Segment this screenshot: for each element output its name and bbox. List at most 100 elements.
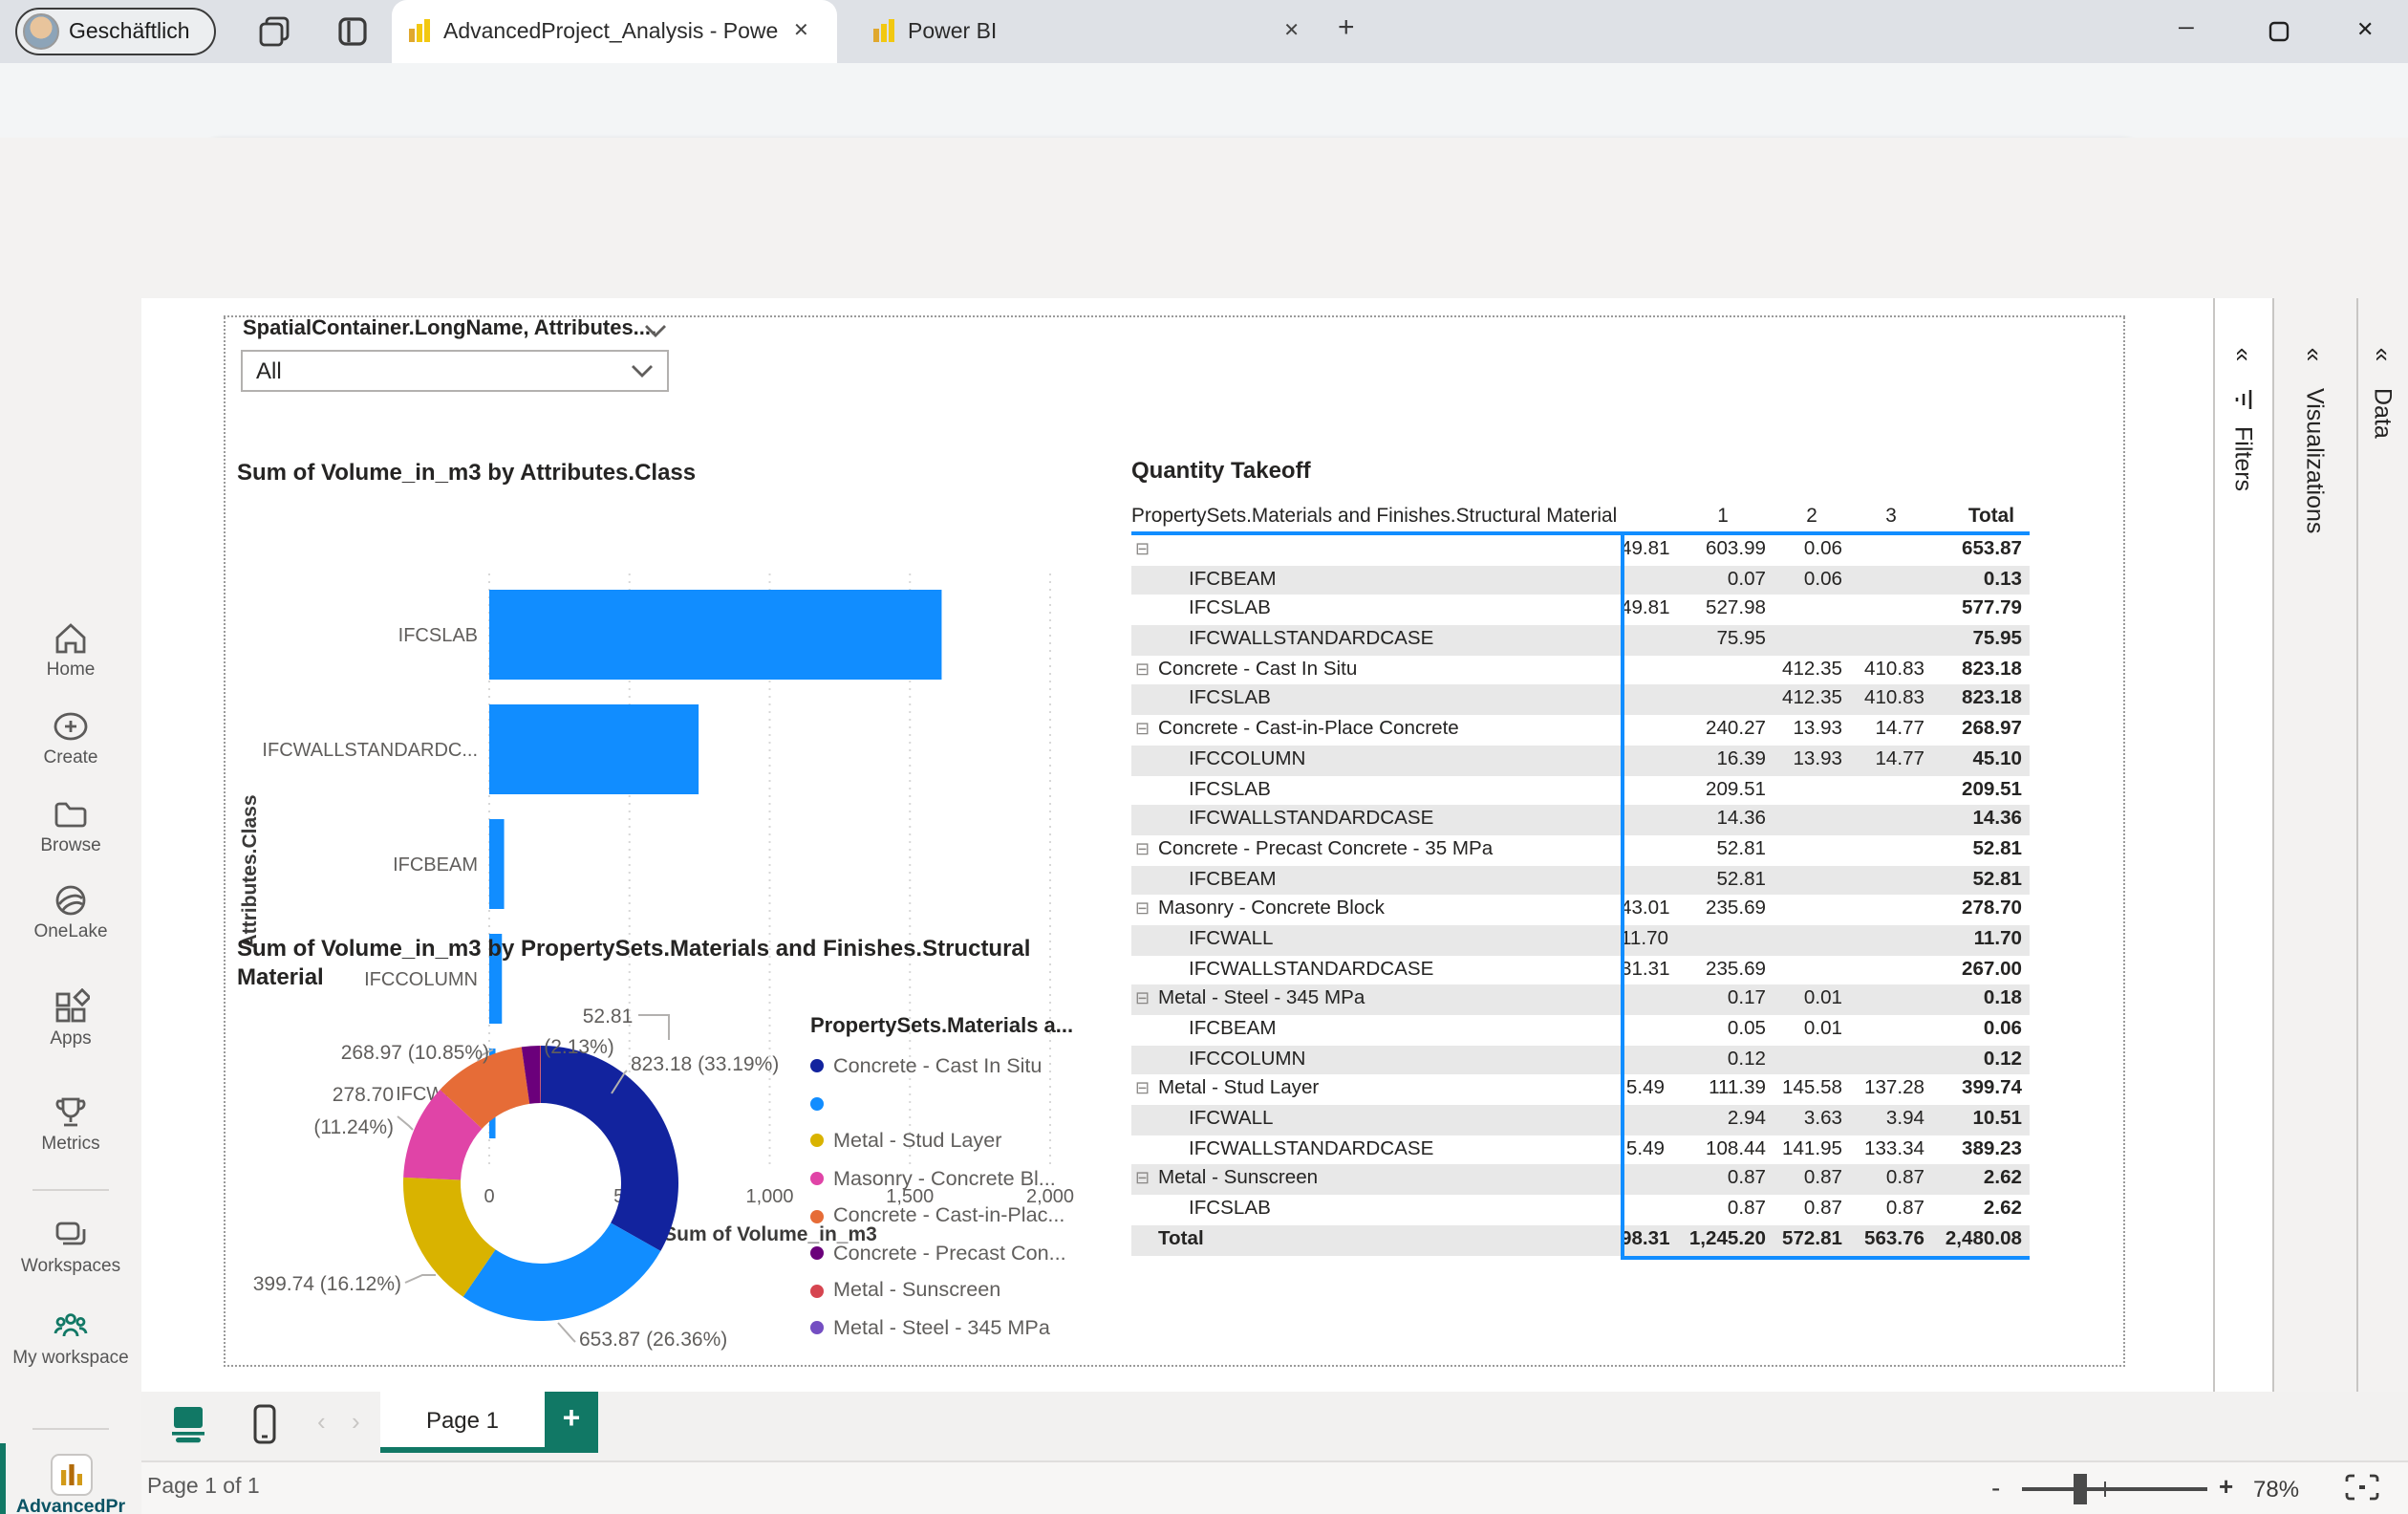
legend-label: Masonry - Concrete Bl... xyxy=(833,1167,1056,1191)
expand-pane-icon[interactable]: « xyxy=(2228,347,2258,362)
zoom-in-button[interactable]: + xyxy=(2219,1471,2234,1500)
mobile-layout-icon[interactable] xyxy=(252,1403,277,1445)
sidebar-item-apps[interactable]: Apps xyxy=(0,988,141,1050)
table-row[interactable]: IFCWALLSTANDARDCASE 5.49 108.44 141.95 133.3… xyxy=(1131,1136,2030,1165)
sidebar-item-workspaces[interactable]: Workspaces xyxy=(0,1216,141,1278)
donut-slice[interactable] xyxy=(541,1046,679,1251)
table-row[interactable]: ⊟ Concrete - Cast In Situ 412.35 410.83 823.… xyxy=(1131,656,2030,685)
sidebar-item-browse[interactable]: Browse xyxy=(0,795,141,857)
zoom-slider-track[interactable] xyxy=(2022,1487,2207,1491)
collapse-icon[interactable]: ⊟ xyxy=(1135,898,1150,919)
browser-profile-chip[interactable]: Geschäftlich xyxy=(15,8,216,55)
bar[interactable] xyxy=(489,934,503,1024)
next-page-icon[interactable]: › xyxy=(352,1407,360,1436)
collapse-icon[interactable]: ⊟ xyxy=(1135,719,1150,739)
prev-page-icon[interactable]: ‹ xyxy=(317,1407,326,1436)
expand-pane-icon[interactable]: « xyxy=(2300,347,2330,362)
table-row[interactable]: IFCBEAM 0.05 0.01 0.06 xyxy=(1131,1015,2030,1045)
data-pane-collapsed[interactable]: « Data xyxy=(2355,298,2408,1392)
sidebar-item-active-report[interactable]: AdvancedProject_Anal... xyxy=(0,1453,141,1514)
tab-group-icon[interactable] xyxy=(258,15,290,48)
donut-chart[interactable]: 823.18 (33.19%) 653.87 (26.36%) 399.74 (16… xyxy=(237,994,810,1376)
table-cell: 2.62 xyxy=(1983,1168,2022,1190)
table-row[interactable]: IFCBEAM 0.07 0.06 0.13 xyxy=(1131,565,2030,595)
table-row[interactable]: ⊟ 49.81 603.99 0.06 653.87 xyxy=(1131,535,2030,565)
barchart[interactable]: 05001,0001,5002,000IFCSLABIFCWALLSTANDAR… xyxy=(237,551,1078,1262)
table-row[interactable]: ⊟ Metal - Stud Layer 5.49 111.39 145.58 137.2… xyxy=(1131,1075,2030,1105)
fit-to-page-icon[interactable] xyxy=(2345,1473,2379,1500)
new-tab-button[interactable]: + xyxy=(1338,11,1355,44)
donut-slice[interactable] xyxy=(539,1046,541,1104)
table-row[interactable]: IFCBEAM 52.81 52.81 xyxy=(1131,865,2030,896)
donut-slice[interactable] xyxy=(403,1090,483,1180)
table-cell: 0.06 xyxy=(1803,569,1842,591)
table-row[interactable]: IFCWALLSTANDARDCASE 14.36 14.36 xyxy=(1131,805,2030,835)
table-row[interactable]: ⊟ Masonry - Concrete Block 43.01 235.69 278.… xyxy=(1131,896,2030,925)
legend-item[interactable]: Concrete - Cast-in-Plac... xyxy=(810,1198,1097,1235)
table-row[interactable]: IFCSLAB 209.51 209.51 xyxy=(1131,775,2030,805)
table-row[interactable]: IFCSLAB 0.87 0.87 0.87 2.62 xyxy=(1131,1195,2030,1224)
legend-item[interactable]: Masonry - Concrete Bl... xyxy=(810,1160,1097,1198)
table-row[interactable]: IFCSLAB 412.35 410.83 823.18 xyxy=(1131,684,2030,716)
table-cell: 2.62 xyxy=(1983,1199,2022,1221)
legend-item[interactable] xyxy=(810,1085,1097,1122)
table-row[interactable]: Total 98.31 1,245.20 572.81 563.76 2,480.08 xyxy=(1131,1224,2030,1255)
table-row[interactable]: IFCWALL 11.70 11.70 xyxy=(1131,924,2030,956)
table-row[interactable]: IFCSLAB 49.81 527.98 577.79 xyxy=(1131,595,2030,625)
sidebar-item-my-workspace[interactable]: My workspace xyxy=(0,1308,141,1370)
sidebar-item-home[interactable]: Home xyxy=(0,619,141,681)
table-row[interactable]: IFCWALLSTANDARDCASE 75.95 75.95 xyxy=(1131,625,2030,656)
bar[interactable] xyxy=(489,819,505,909)
window-close-button[interactable]: ✕ xyxy=(2356,19,2375,42)
legend-item[interactable]: Concrete - Precast Con... xyxy=(810,1235,1097,1272)
browser-tab-active[interactable]: AdvancedProject_Analysis - Powe ✕ xyxy=(392,0,837,63)
donut-slice[interactable] xyxy=(440,1047,530,1129)
donut-slice[interactable] xyxy=(462,1222,661,1321)
collapse-icon[interactable]: ⊟ xyxy=(1135,539,1150,558)
legend-item[interactable]: Metal - Stud Layer xyxy=(810,1122,1097,1159)
sidebar-item-metrics[interactable]: Metrics xyxy=(0,1093,141,1156)
add-page-button[interactable]: + xyxy=(545,1392,598,1453)
zoom-out-button[interactable]: - xyxy=(1991,1471,2001,1502)
bar[interactable] xyxy=(489,590,942,680)
tab-close-icon[interactable]: ✕ xyxy=(793,21,809,42)
table-row[interactable]: ⊟ Metal - Steel - 345 MPa 0.17 0.01 0.18 xyxy=(1131,984,2030,1015)
vertical-tabs-icon[interactable] xyxy=(336,15,369,48)
slicer-header-chevron-icon[interactable] xyxy=(644,323,667,338)
browser-tab-inactive[interactable]: Power BI ✕ xyxy=(856,0,1315,63)
table-row[interactable]: ⊟ Concrete - Cast-in-Place Concrete 240.27… xyxy=(1131,715,2030,745)
filters-pane-collapsed[interactable]: « Filters xyxy=(2212,298,2272,1392)
tab-close-icon[interactable]: ✕ xyxy=(1283,21,1300,42)
collapse-icon[interactable]: ⊟ xyxy=(1135,659,1150,679)
table-row[interactable]: IFCCOLUMN 0.12 0.12 xyxy=(1131,1045,2030,1075)
legend-item[interactable]: Concrete - Cast In Situ xyxy=(810,1048,1097,1085)
sidebar-item-onelake[interactable]: OneLake xyxy=(0,881,141,943)
window-minimize-button[interactable]: ─ xyxy=(2179,17,2194,40)
sidebar-item-create[interactable]: Create xyxy=(0,707,141,769)
bar[interactable] xyxy=(489,704,699,794)
table-row[interactable]: ⊟ Metal - Sunscreen 0.87 0.87 0.87 2.62 xyxy=(1131,1164,2030,1196)
window-maximize-button[interactable] xyxy=(2268,21,2290,42)
donut-slice[interactable] xyxy=(403,1177,496,1297)
slicer-dropdown[interactable]: All xyxy=(241,350,669,392)
legend-item[interactable]: Metal - Sunscreen xyxy=(810,1272,1097,1309)
zoom-slider-handle[interactable] xyxy=(2074,1473,2087,1503)
desktop-layout-icon[interactable] xyxy=(168,1405,210,1443)
table-row[interactable]: IFCWALL 2.94 3.63 3.94 10.51 xyxy=(1131,1105,2030,1136)
collapse-icon[interactable]: ⊟ xyxy=(1135,988,1150,1008)
report-icon xyxy=(50,1454,92,1496)
visualizations-pane-collapsed[interactable]: « Visualizations xyxy=(2272,298,2355,1392)
table-row[interactable]: IFCCOLUMN 16.39 13.93 14.77 45.10 xyxy=(1131,745,2030,775)
table-row[interactable]: IFCWALLSTANDARDCASE 31.31 235.69 267.00 xyxy=(1131,955,2030,984)
table-cell: 267.00 xyxy=(1962,959,2022,981)
collapse-icon[interactable]: ⊟ xyxy=(1135,1168,1150,1188)
collapse-icon[interactable]: ⊟ xyxy=(1135,838,1150,858)
donut-slice[interactable] xyxy=(521,1046,541,1104)
table-row[interactable]: ⊟ Concrete - Precast Concrete - 35 MPa 52.… xyxy=(1131,835,2030,865)
collapse-icon[interactable]: ⊟ xyxy=(1135,1078,1150,1098)
page-tab[interactable]: Page 1 xyxy=(380,1392,545,1453)
legend-item[interactable]: Metal - Steel - 345 MPa xyxy=(810,1309,1097,1347)
matrix-body[interactable]: ⊟ 49.81 603.99 0.06 653.87 IFCBEAM 0.07 0.06 0.1… xyxy=(1131,535,2030,1255)
expand-pane-icon[interactable]: « xyxy=(2368,347,2397,362)
powerbi-favicon xyxy=(873,19,894,42)
